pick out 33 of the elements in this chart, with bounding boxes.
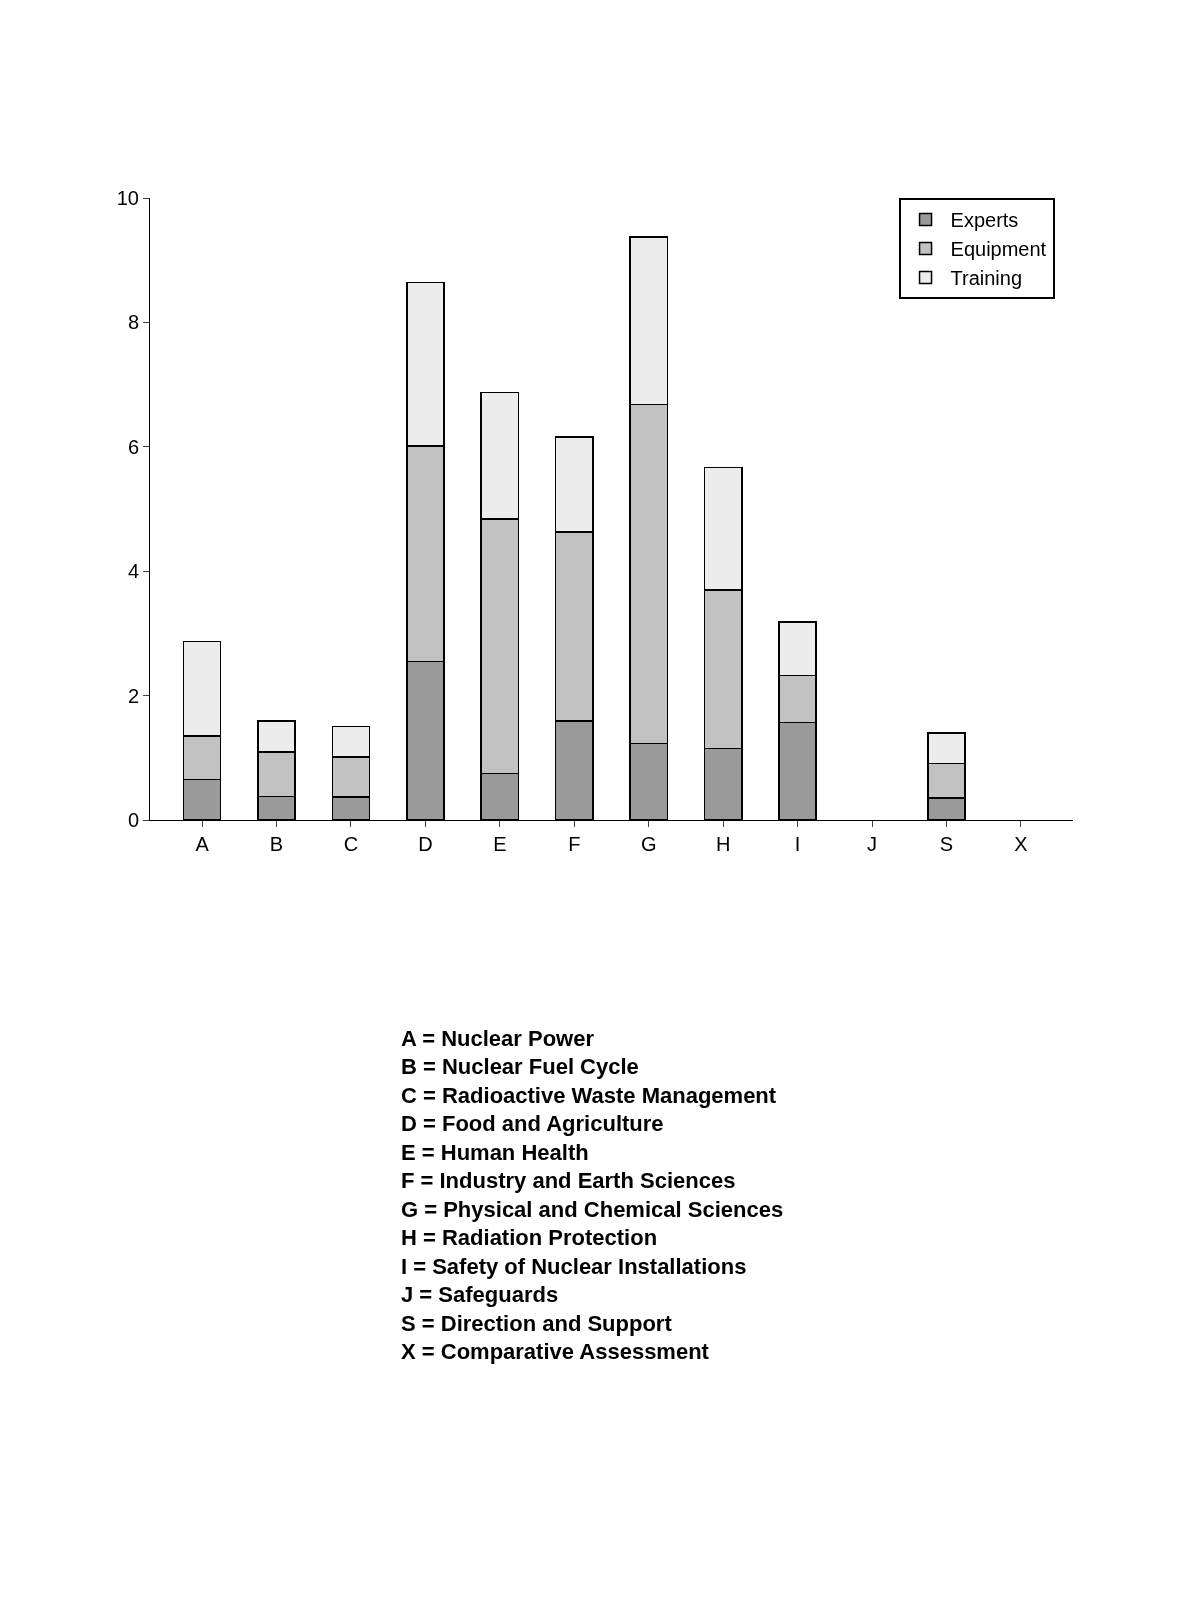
x-tick-label: S bbox=[939, 833, 954, 855]
text: D = Food and Agriculture bbox=[401, 1111, 664, 1136]
text: F = Industry and Earth Sciences bbox=[401, 1168, 736, 1193]
legend-label: Equipment bbox=[950, 238, 1047, 261]
text: J = Safeguards bbox=[401, 1282, 559, 1307]
text: S = Direction and Support bbox=[401, 1311, 673, 1336]
y-tick-label: 2 bbox=[127, 684, 139, 707]
text: A = Nuclear Power bbox=[401, 1026, 595, 1051]
y-tick-label: 6 bbox=[127, 435, 139, 458]
x-tick-label: E bbox=[493, 833, 507, 855]
x-tick-label: A bbox=[195, 833, 210, 855]
x-tick-label: H bbox=[715, 833, 731, 855]
y-tick-label: 8 bbox=[127, 311, 139, 334]
text: H = Radiation Protection bbox=[401, 1225, 658, 1250]
x-tick-label: J bbox=[867, 833, 878, 855]
text: X = Comparative Assessment bbox=[401, 1339, 710, 1364]
x-tick-label: I bbox=[794, 833, 801, 855]
text: C = Radioactive Waste Management bbox=[401, 1083, 777, 1108]
y-tick-label: 10 bbox=[116, 187, 139, 209]
y-tick-label: 4 bbox=[127, 560, 139, 583]
text: G = Physical and Chemical Sciences bbox=[401, 1197, 784, 1222]
legend-label: Experts bbox=[950, 209, 1019, 232]
x-tick-label: X bbox=[1014, 833, 1028, 855]
x-tick-label: B bbox=[269, 833, 284, 855]
text: B = Nuclear Fuel Cycle bbox=[401, 1054, 639, 1079]
y-tick-label: 0 bbox=[127, 809, 139, 831]
text: I = Safety of Nuclear Installations bbox=[401, 1254, 747, 1279]
text: E = Human Health bbox=[401, 1140, 589, 1165]
x-tick-label: C bbox=[343, 833, 359, 855]
x-tick-label: F bbox=[568, 833, 581, 855]
x-tick-label: G bbox=[640, 833, 657, 855]
x-tick-label: D bbox=[418, 833, 433, 855]
legend-label: Training bbox=[950, 267, 1023, 290]
